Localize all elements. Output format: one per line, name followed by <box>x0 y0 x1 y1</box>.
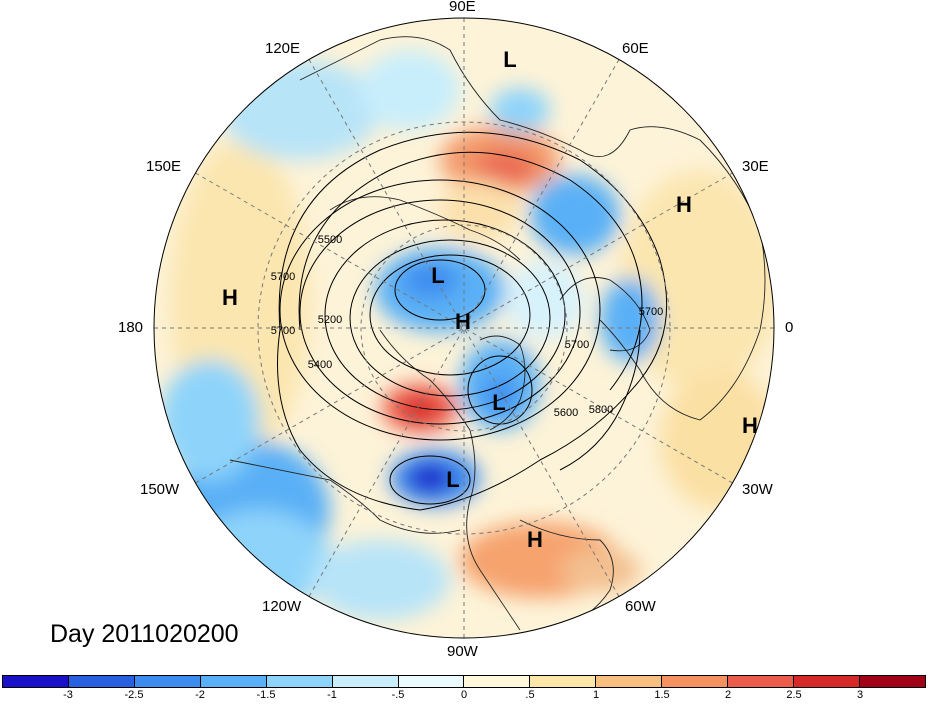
colorbar-tick-label: 0 <box>460 689 468 701</box>
colorbar-segment <box>530 676 597 687</box>
contour-label: 5200 <box>317 314 343 326</box>
contour-label: 5700 <box>638 306 664 318</box>
colorbar-tick-label: -2 <box>195 689 205 701</box>
high-pressure-marker: H <box>527 527 543 552</box>
colorbar-segment <box>200 676 267 687</box>
contour-label: 5700 <box>564 339 590 351</box>
lon-label-0: 0 <box>785 319 794 336</box>
contour-label: 5500 <box>317 234 343 246</box>
colorbar-tick-label: .5 <box>525 689 535 701</box>
low-pressure-marker: L <box>503 47 517 72</box>
colorbar-segment <box>3 676 69 687</box>
colorbar <box>2 675 926 688</box>
lon-label-120w: 120W <box>262 598 302 615</box>
colorbar-segment <box>859 676 925 687</box>
lon-label-60w: 60W <box>625 598 656 615</box>
colorbar-segment <box>266 676 333 687</box>
colorbar-segment <box>398 676 465 687</box>
low-pressure-marker: L <box>431 263 445 288</box>
high-pressure-marker: H <box>222 285 238 310</box>
high-pressure-marker: H <box>455 309 471 334</box>
colorbar-tick-label: 3 <box>856 689 864 701</box>
colorbar-segment <box>68 676 135 687</box>
contour-label: 5600 <box>553 407 579 419</box>
high-pressure-marker: H <box>676 192 692 217</box>
lon-label-180: 180 <box>118 319 144 336</box>
lon-label-30w: 30W <box>742 481 773 498</box>
coastlines <box>229 36 766 631</box>
colorbar-segment <box>728 676 795 687</box>
map-boundary <box>153 17 775 639</box>
colorbar-tick-label: 1.5 <box>654 689 670 701</box>
lon-label-60e: 60E <box>622 40 649 57</box>
lon-label-90w: 90W <box>447 643 478 660</box>
graticule <box>154 18 774 638</box>
colorbar-segment <box>464 676 531 687</box>
contour-label: 5700 <box>270 271 296 283</box>
colorbar-tick-label: 1 <box>592 689 600 701</box>
colorbar-tick-label: 2 <box>724 689 732 701</box>
colorbar-segment <box>332 676 399 687</box>
contour-label: 5700 <box>270 325 296 337</box>
lon-label-90e: 90E <box>449 0 476 15</box>
colorbar-segment <box>662 676 729 687</box>
colorbar-tick-label: -1.5 <box>256 689 276 701</box>
lon-label-150e: 150E <box>146 158 182 175</box>
colorbar-tick-label: -3 <box>63 689 73 701</box>
colorbar-tick-label: -1 <box>327 689 337 701</box>
contour-label: 5800 <box>588 404 614 416</box>
lon-label-150w: 150W <box>140 481 180 498</box>
low-pressure-marker: L <box>492 390 506 415</box>
contour-label: 5400 <box>307 359 333 371</box>
high-pressure-marker: H <box>742 413 758 438</box>
lon-label-30e: 30E <box>742 158 769 175</box>
lon-label-120e: 120E <box>265 40 301 57</box>
colorbar-tick-label: -2.5 <box>124 689 144 701</box>
figure-title: Day 2011020200 <box>50 620 239 648</box>
colorbar-segment <box>134 676 201 687</box>
colorbar-tick-label: -.5 <box>391 689 405 701</box>
colorbar-tick-label: 2.5 <box>786 689 802 701</box>
colorbar-segment <box>794 676 860 687</box>
height-contours <box>277 131 668 511</box>
colorbar-segment <box>596 676 663 687</box>
low-pressure-marker: L <box>446 467 460 492</box>
